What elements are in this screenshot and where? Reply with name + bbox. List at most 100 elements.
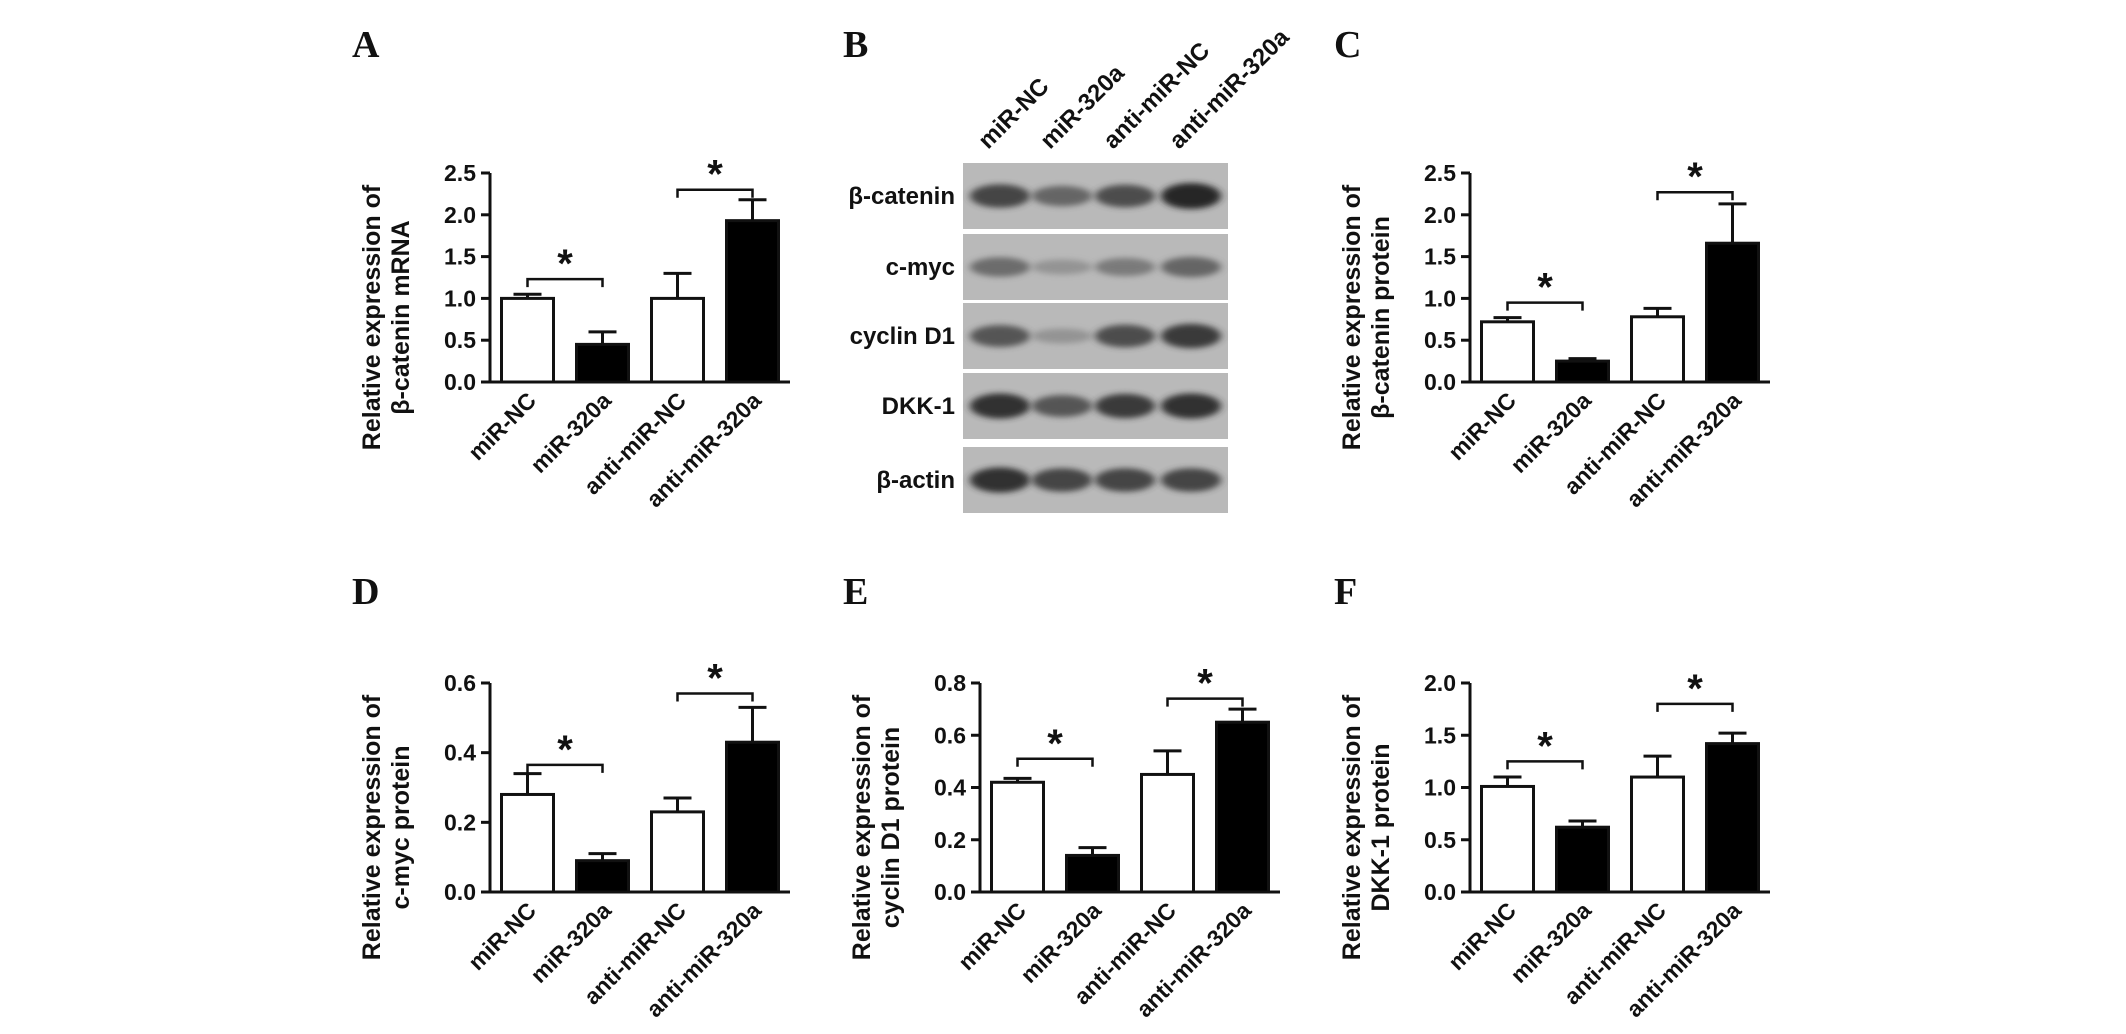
bar — [1705, 241, 1760, 384]
bar — [1215, 720, 1270, 894]
bar — [650, 296, 705, 384]
blot-band — [1161, 393, 1221, 419]
blot-band — [1161, 323, 1221, 349]
blot-band — [1032, 259, 1092, 275]
bar-chart-c: 0.0 0.5 1.0 1.5 2.0 2.5 Relative expression of… — [1338, 155, 1770, 512]
y-tick-label: 0.5 — [1424, 327, 1456, 353]
x-tick-label: miR-NC — [463, 387, 541, 465]
blot-band — [1161, 468, 1221, 492]
y-tick-label: 0.4 — [444, 740, 476, 766]
blot-row-label: β-catenin — [848, 183, 955, 210]
blot-band — [970, 325, 1030, 347]
y-tick-label: 2.5 — [1424, 160, 1456, 186]
bar — [1065, 853, 1120, 894]
significance-star: * — [1047, 722, 1063, 766]
y-tick-label: 0.2 — [444, 809, 476, 835]
bar — [1140, 772, 1195, 894]
y-tick-label: 0.6 — [444, 670, 476, 696]
y-tick-label: 0.8 — [934, 670, 966, 696]
y-tick-label: 1.5 — [1424, 244, 1456, 270]
x-tick-label: miR-NC — [463, 897, 541, 975]
y-tick-label: 0.2 — [934, 827, 966, 853]
bar-chart-a: 0.0 0.5 1.0 1.5 2.0 2.5 Relative expression of… — [358, 153, 790, 512]
blot-row-label: β-actin — [876, 467, 955, 494]
significance-star: * — [557, 242, 573, 286]
significance-bracket — [676, 692, 754, 702]
panel-letter-c: C — [1334, 24, 1361, 66]
bar — [725, 740, 780, 894]
significance-bracket — [1656, 702, 1734, 712]
blot-band — [1032, 468, 1092, 492]
blot-band — [1095, 184, 1155, 208]
blot-band — [1095, 324, 1155, 348]
y-tick-label: 1.5 — [444, 244, 476, 270]
bar — [725, 219, 780, 384]
significance-bracket — [1506, 760, 1584, 770]
blot-lane-label: anti-miR-320a — [1164, 23, 1295, 154]
y-tick-label: 1.0 — [1424, 285, 1456, 311]
y-axis-label: Relative expression of — [848, 694, 876, 960]
blot-band — [970, 393, 1030, 419]
panel-letter-b: B — [843, 24, 868, 66]
blot-band — [1095, 393, 1155, 419]
y-tick-label: 0.0 — [1424, 369, 1456, 395]
y-tick-label: 0.0 — [444, 369, 476, 395]
y-tick-label: 0.6 — [934, 722, 966, 748]
significance-bracket — [1166, 697, 1244, 707]
significance-star: * — [707, 153, 723, 197]
significance-bracket — [1016, 757, 1094, 767]
y-tick-label: 1.5 — [1424, 722, 1456, 748]
significance-star: * — [1197, 662, 1213, 706]
blot-band — [1032, 185, 1092, 207]
bar — [1555, 359, 1610, 384]
bar — [1480, 784, 1535, 894]
bar — [1630, 775, 1685, 894]
bar — [1555, 825, 1610, 894]
y-axis-label: Relative expression of — [1338, 184, 1366, 450]
y-tick-label: 1.0 — [1424, 775, 1456, 801]
panel-letter-a: A — [352, 24, 380, 66]
y-tick-label: 2.0 — [444, 202, 476, 228]
blot-band — [1095, 468, 1155, 492]
y-axis-label: DKK-1 protein — [1367, 743, 1395, 911]
significance-bracket — [526, 763, 604, 773]
blot-band — [1161, 183, 1221, 209]
x-tick-label: miR-NC — [953, 897, 1031, 975]
y-axis-label: c-myc protein — [387, 746, 415, 910]
y-tick-label: 0.0 — [934, 879, 966, 905]
y-tick-label: 2.5 — [444, 160, 476, 186]
significance-star: * — [1537, 724, 1553, 768]
panel-letter-f: F — [1334, 571, 1357, 613]
panel-letter-d: D — [352, 571, 379, 613]
blot-band — [1161, 256, 1221, 278]
significance-star: * — [1687, 155, 1703, 199]
blot-band — [970, 257, 1030, 277]
bar-chart-d: 0.0 0.2 0.4 0.6 Relative expression of c-myc … — [358, 656, 790, 1022]
blot-band — [970, 467, 1030, 493]
significance-star: * — [557, 728, 573, 772]
bar — [500, 792, 555, 894]
bar-chart-e: 0.0 0.2 0.4 0.6 0.8 Relative expression of cyc… — [848, 662, 1280, 1022]
y-tick-label: 1.0 — [444, 285, 476, 311]
significance-bracket — [676, 188, 754, 198]
blot-row-label: DKK-1 — [882, 393, 955, 420]
bar — [1705, 742, 1760, 894]
x-tick-label: miR-NC — [1443, 897, 1521, 975]
y-axis-label: Relative expression of — [1338, 694, 1366, 960]
blot-band — [970, 184, 1030, 208]
y-axis-label: β-catenin mRNA — [387, 220, 415, 414]
y-axis-label: cyclin D1 protein — [877, 727, 905, 928]
y-tick-label: 0.0 — [1424, 879, 1456, 905]
significance-star: * — [707, 656, 723, 700]
blot-band — [1032, 328, 1092, 344]
bar — [575, 859, 630, 894]
significance-bracket — [1656, 190, 1734, 201]
significance-bracket — [1506, 301, 1584, 311]
y-axis-label: Relative expression of — [358, 184, 386, 450]
y-axis-label: β-catenin protein — [1367, 216, 1395, 419]
blot-row-label: c-myc — [886, 254, 955, 281]
bar — [990, 780, 1045, 894]
bar-chart-f: 0.0 0.5 1.0 1.5 2.0 Relative expression of DKK… — [1338, 667, 1770, 1022]
